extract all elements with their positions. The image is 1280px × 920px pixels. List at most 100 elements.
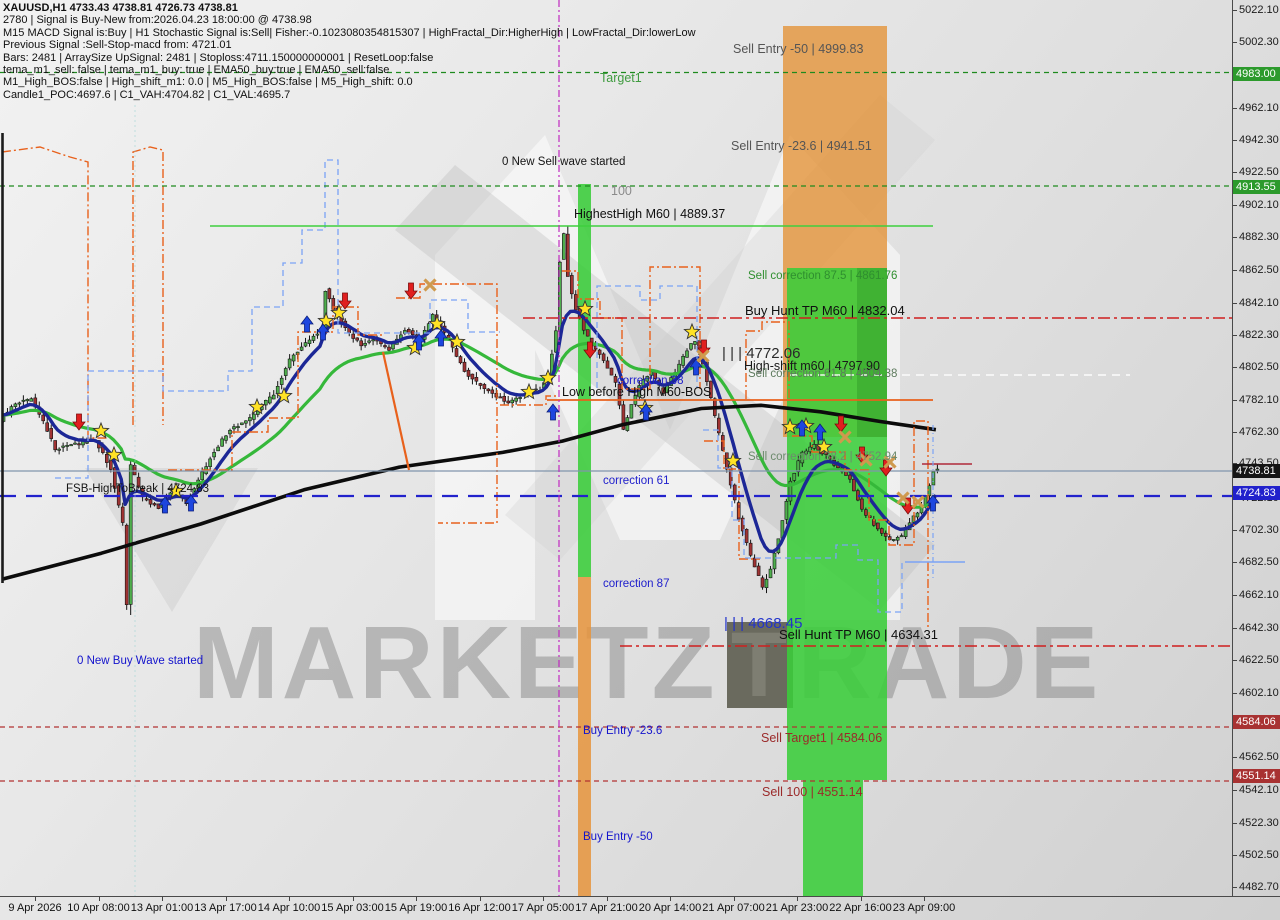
star-signal-icon <box>520 382 538 400</box>
buy-arrow-icon <box>546 403 560 421</box>
price-axis-label: 4902.10 <box>1233 199 1279 212</box>
fractal-stop-line <box>168 306 382 471</box>
price-axis[interactable]: 5022.10 5002.30 4962.10 4942.30 4922.50 4902.… <box>1232 0 1280 896</box>
watermark-text-left: MARKETZ <box>193 605 718 720</box>
star-signal-icon <box>330 303 348 321</box>
star-signal-icon <box>448 332 466 350</box>
zone-rect[interactable] <box>578 184 591 577</box>
price-badge: 4983.00 <box>1233 66 1280 81</box>
price-axis-label: 4802.50 <box>1233 361 1279 374</box>
chart-title-ohlc: XAUUSD,H1 4733.43 4738.81 4726.73 4738.8… <box>3 2 238 14</box>
fractal-stop-line <box>381 351 411 471</box>
cross-signal-icon <box>838 430 852 444</box>
sell-arrow-icon <box>834 415 848 433</box>
price-badge: 4584.06 <box>1233 715 1280 730</box>
price-axis-label: 4962.10 <box>1233 101 1279 114</box>
price-axis-label: 4542.10 <box>1233 784 1279 797</box>
price-chart-canvas[interactable] <box>0 0 1232 896</box>
buy-arrow-icon <box>795 419 809 437</box>
price-axis-label: 5002.30 <box>1233 36 1279 49</box>
price-axis-label: 4782.10 <box>1233 394 1279 407</box>
time-axis-label: 20 Apr 14:00 <box>632 897 708 914</box>
price-axis-label: 4682.50 <box>1233 556 1279 569</box>
previous-signal-line: Previous Signal :Sell-Stop-macd from: 47… <box>3 39 232 52</box>
macd-stochastic-fisher-line: M15 MACD Signal is:Buy | H1 Stochastic S… <box>3 26 696 39</box>
ema-slow-line <box>1 337 937 509</box>
buy-arrow-icon <box>926 494 940 512</box>
tema-ema-flags-line: tema_m1_sell: false | tema_m1_buy: true … <box>3 64 390 77</box>
channel-step-line <box>703 429 903 613</box>
signal-markers-layer <box>72 278 940 515</box>
fractal-stop-line <box>792 420 929 630</box>
htf-ma-line <box>1 403 937 582</box>
star-signal-icon <box>167 481 185 499</box>
star-signal-icon <box>92 421 110 439</box>
time-axis-label: 22 Apr 16:00 <box>823 897 899 914</box>
buy-arrow-icon <box>158 496 172 514</box>
watermark-logo-block: T <box>727 619 794 711</box>
price-badge: 4724.83 <box>1233 486 1280 501</box>
time-axis-label: 21 Apr 07:00 <box>696 897 772 914</box>
buy-arrow-icon <box>184 494 198 512</box>
signal-status-line: 2780 | Signal is Buy-New from:2026.04.23… <box>3 14 312 27</box>
time-axis-label: 14 Apr 10:00 <box>251 897 327 914</box>
fractal-stop-line <box>1 146 108 439</box>
price-axis-label: 4922.50 <box>1233 165 1279 178</box>
level-lines-layer <box>0 0 1232 896</box>
buy-arrow-icon <box>813 423 827 441</box>
moving-averages-layer <box>1 309 938 582</box>
fractal-stop-line <box>500 395 558 406</box>
buy-arrow-icon <box>434 329 448 347</box>
star-signal-icon <box>317 311 335 329</box>
star-signal-icon <box>683 322 701 340</box>
zone-rect[interactable] <box>787 268 887 780</box>
zone-rect[interactable] <box>803 780 863 896</box>
price-axis-label: 4942.30 <box>1233 133 1279 146</box>
poc-vah-val-line: Candle1_POC:4697.6 | C1_VAH:4704.82 | C1… <box>3 88 291 101</box>
time-axis-label: 15 Apr 19:00 <box>378 897 454 914</box>
price-axis-label: 4862.50 <box>1233 263 1279 276</box>
price-axis-label: 4562.50 <box>1233 751 1279 764</box>
buy-arrow-icon <box>300 315 314 333</box>
sell-arrow-icon <box>338 292 352 310</box>
fractal-stop-line <box>745 321 790 399</box>
buy-arrow-icon <box>639 403 653 421</box>
channel-step-line <box>55 159 500 479</box>
cross-signal-icon <box>911 495 925 509</box>
price-axis-label: 4622.50 <box>1233 653 1279 666</box>
star-signal-icon <box>576 299 594 317</box>
price-axis-label: 4522.30 <box>1233 816 1279 829</box>
cross-signal-icon <box>896 491 910 505</box>
buy-arrow-icon <box>412 333 426 351</box>
cross-signal-icon <box>696 349 710 363</box>
price-axis-label: 4762.30 <box>1233 426 1279 439</box>
star-signal-icon <box>539 368 557 386</box>
sell-arrow-icon <box>72 413 86 431</box>
star-signal-icon <box>105 445 123 463</box>
time-axis[interactable]: 9 Apr 2026 10 Apr 08:00 13 Apr 01:00 13 Apr… <box>0 896 1280 920</box>
bars-stoploss-line: Bars: 2481 | ArraySize UpSignal: 2481 | … <box>3 51 434 64</box>
buy-arrow-icon <box>316 323 330 341</box>
zone-rect[interactable] <box>578 577 591 896</box>
star-signal-icon <box>724 451 742 469</box>
star-signal-icon <box>275 386 293 404</box>
cross-signal-icon <box>883 455 897 469</box>
price-axis-label: 4702.30 <box>1233 523 1279 536</box>
price-axis-label: 4822.30 <box>1233 328 1279 341</box>
price-badge: 4551.14 <box>1233 768 1280 783</box>
time-axis-label: 16 Apr 12:00 <box>442 897 518 914</box>
fractal-stop-line <box>704 440 760 560</box>
cross-signal-icon <box>859 453 873 467</box>
star-signal-icon <box>781 417 799 435</box>
indicator-info-panel: XAUUSD,H1 4733.43 4738.81 4726.73 4738.8… <box>3 2 696 101</box>
fractal-stop-line <box>396 283 498 524</box>
indicator-step-lines <box>1 146 929 630</box>
zone-rect[interactable] <box>857 268 887 437</box>
ema-fast-line <box>1 309 938 554</box>
price-axis-label: 4502.50 <box>1233 848 1279 861</box>
time-axis-label: 9 Apr 2026 <box>0 897 73 914</box>
channel-step-line <box>596 285 698 388</box>
sell-arrow-icon <box>404 282 418 300</box>
fractal-stop-line <box>132 146 164 425</box>
